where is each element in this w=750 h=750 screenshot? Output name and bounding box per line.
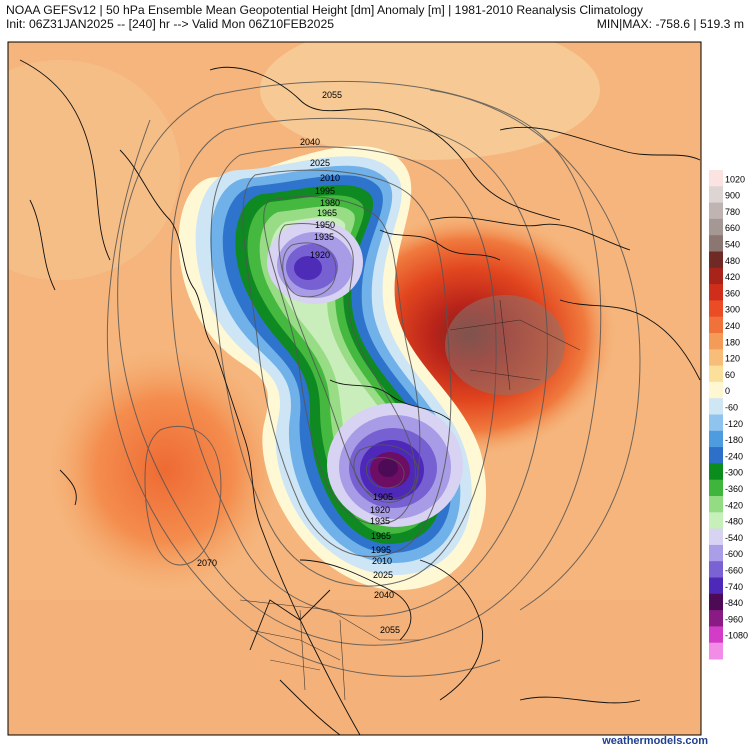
contour-label: 2040	[374, 590, 394, 600]
contour-label: 1935	[314, 232, 334, 242]
legend-tick-label: 900	[725, 191, 740, 201]
legend-color-box	[709, 528, 723, 546]
legend-tick-label: 180	[725, 337, 740, 347]
legend-color-box	[709, 381, 723, 399]
legend-tick-label: -540	[725, 533, 743, 543]
legend-color-boxes	[709, 170, 723, 660]
legend-color-box	[709, 218, 723, 236]
legend-tick-label: -120	[725, 419, 743, 429]
legend-tick-label: -1080	[725, 631, 748, 641]
chart-title: NOAA GEFSv12 | 50 hPa Ensemble Mean Geop…	[6, 3, 644, 17]
legend-color-box	[709, 544, 723, 562]
contour-label: 2025	[373, 570, 393, 580]
legend-color-box	[709, 414, 723, 432]
contour-label: 1965	[371, 531, 391, 541]
legend-tick-label: -180	[725, 435, 743, 445]
contour-label: 2040	[300, 137, 320, 147]
legend-color-box	[709, 577, 723, 595]
legend-tick-label: -600	[725, 549, 743, 559]
legend-tick-label: 1020	[725, 174, 745, 184]
legend-color-box	[709, 170, 723, 187]
contour-label: 1995	[371, 545, 391, 555]
credit-text: weathermodels.com	[602, 735, 708, 747]
legend-color-box	[709, 463, 723, 481]
legend-color-box	[709, 235, 723, 252]
map-field: 2055 2040 2025 2010 1995 1980 1965 1950 …	[8, 42, 701, 735]
legend-color-box	[709, 496, 723, 513]
legend-tick-label: 780	[725, 207, 740, 217]
contour-label: 1920	[370, 505, 390, 515]
contour-label: 1980	[320, 198, 340, 208]
legend-color-box	[709, 202, 723, 220]
legend-tick-label: -300	[725, 468, 743, 478]
legend-tick-label: 360	[725, 288, 740, 298]
contour-label: 1950	[315, 220, 335, 230]
legend-color-box	[709, 267, 723, 285]
contour-label: 2010	[372, 556, 392, 566]
map-frame	[7, 41, 702, 736]
contour-label: 2055	[380, 625, 400, 635]
contour-label: 1935	[370, 516, 390, 526]
legend-tick-label: -240	[725, 451, 743, 461]
legend-color-box	[709, 610, 723, 627]
legend-color-box	[709, 316, 723, 334]
legend-color-box	[709, 251, 723, 269]
height-contours	[106, 80, 641, 677]
legend-color-box	[709, 512, 723, 530]
legend-tick-label: 0	[725, 386, 730, 396]
legend-color-box	[709, 561, 723, 578]
legend-color-box	[709, 365, 723, 383]
legend-tick-label: 240	[725, 321, 740, 331]
legend-tick-label: -60	[725, 403, 738, 413]
legend-color-box	[709, 447, 723, 464]
legend-tick-label: 660	[725, 223, 740, 233]
contour-label: 2010	[320, 173, 340, 183]
legend-tick-label: -420	[725, 500, 743, 510]
legend-color-box	[709, 479, 723, 497]
legend-color-box	[709, 642, 723, 660]
contour-label: 2070	[197, 558, 217, 568]
legend-tick-label: -360	[725, 484, 743, 494]
chart-subtitle: Init: 06Z31JAN2025 -- [240] hr --> Valid…	[6, 17, 744, 31]
political-borders	[239, 299, 581, 701]
contour-label: 2025	[310, 158, 330, 168]
pacific-positive-anomaly	[50, 350, 280, 590]
legend-color-box	[709, 430, 723, 448]
legend-color-box	[709, 300, 723, 318]
legend-color-box	[709, 186, 723, 204]
legend-tick-label: 60	[725, 370, 735, 380]
init-valid-text: Init: 06Z31JAN2025 -- [240] hr --> Valid…	[6, 17, 334, 31]
coastlines	[19, 59, 701, 735]
legend-tick-label: -660	[725, 566, 743, 576]
legend-tick-label: -960	[725, 614, 743, 624]
contour-label: 2055	[322, 90, 342, 100]
contour-label: 1995	[315, 186, 335, 196]
contour-label: 1920	[310, 250, 330, 260]
contour-label: 1905	[373, 492, 393, 502]
min-max-text: MIN|MAX: -758.6 | 519.3 m	[596, 17, 744, 31]
legend-tick-label: -840	[725, 598, 743, 608]
contour-labels: 2055 2040 2025 2010 1995 1980 1965 1950 …	[197, 90, 400, 635]
legend-tick-label: 540	[725, 240, 740, 250]
legend-tick-label: -740	[725, 582, 743, 592]
legend-color-box	[709, 284, 723, 301]
legend-color-box	[709, 593, 723, 611]
contour-label: 1965	[317, 208, 337, 218]
legend-tick-label: 300	[725, 305, 740, 315]
legend-color-box	[709, 349, 723, 367]
legend-tick-labels: 1020 900 780 660 540 480 420 360 300 240 180 120 60 0…	[725, 174, 748, 640]
legend-tick-label: 120	[725, 354, 740, 364]
legend-tick-label: 420	[725, 272, 740, 282]
legend-color-box	[709, 333, 723, 350]
legend-tick-label: 480	[725, 256, 740, 266]
legend-color-box	[709, 626, 723, 644]
legend-tick-label: -480	[725, 517, 743, 527]
legend-color-box	[709, 398, 723, 415]
